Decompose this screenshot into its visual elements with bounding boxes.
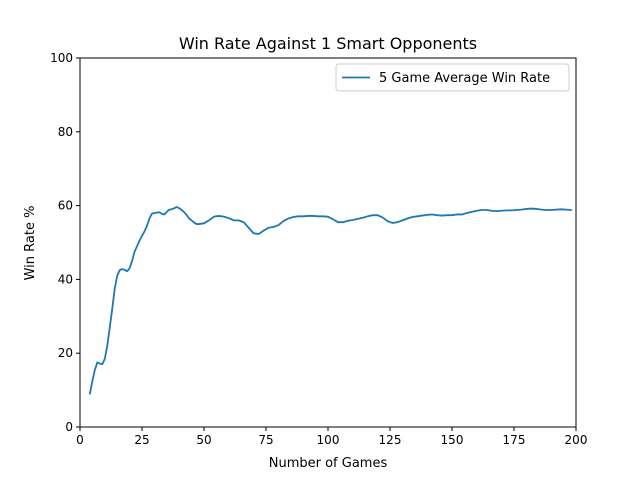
y-axis-label: Win Rate % (23, 206, 38, 281)
y-tick-label-4: 80 (58, 125, 73, 139)
x-tick-label-5: 125 (379, 433, 402, 447)
legend-label: 5 Game Average Win Rate (379, 71, 550, 86)
chart-title: Win Rate Against 1 Smart Opponents (179, 34, 477, 53)
legend-box (335, 63, 570, 92)
x-tick-label-0: 0 (76, 433, 84, 447)
x-axis-label: Number of Games (269, 456, 388, 471)
y-tick-label-2: 40 (58, 272, 73, 286)
y-tick-label-0: 0 (65, 420, 73, 434)
legend: 5 Game Average Win Rate (335, 63, 570, 92)
y-tick-label-3: 60 (58, 199, 73, 213)
x-tick-label-7: 175 (503, 433, 526, 447)
series-line-0 (89, 206, 572, 395)
y-tick-label-5: 100 (50, 51, 73, 65)
x-tick-label-6: 150 (441, 433, 464, 447)
plot-area: 0 25 50 75 100 125 150 175 200 0 20 40 60 80 100 (50, 51, 587, 447)
x-tick-label-1: 25 (134, 433, 149, 447)
x-tick-label-3: 75 (258, 433, 273, 447)
y-tick-label-1: 20 (58, 346, 73, 360)
x-tick-label-2: 50 (196, 433, 211, 447)
x-tick-label-8: 200 (565, 433, 588, 447)
x-tick-label-4: 100 (317, 433, 340, 447)
